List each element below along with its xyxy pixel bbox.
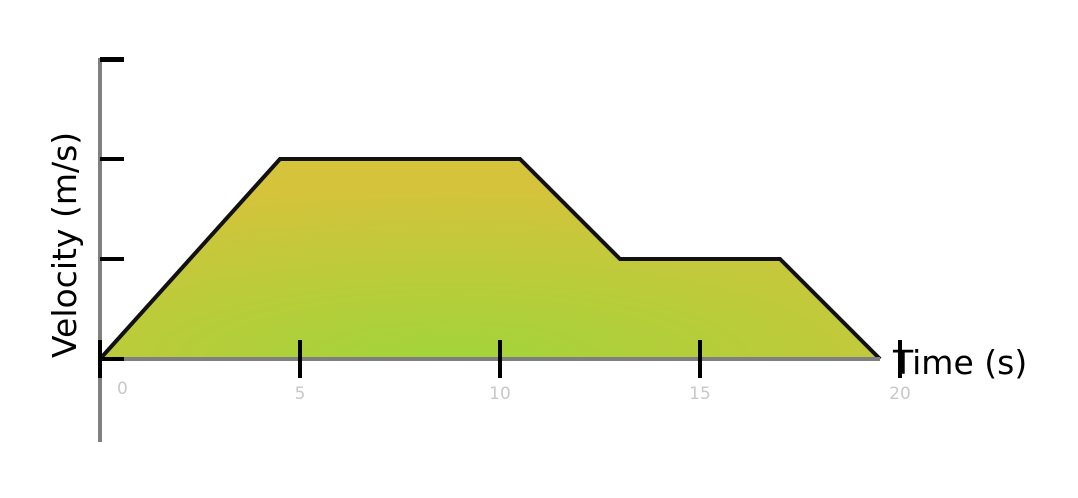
x-tick-label: 15 (689, 384, 711, 404)
x-tick-label: 5 (295, 384, 306, 404)
x-axis-title: Time (s) (892, 343, 1027, 382)
y-axis-ticks (100, 57, 124, 361)
x-axis-ticks (98, 340, 902, 378)
y-axis-title: Velocity (m/s) (45, 132, 84, 358)
x-tick-label: 10 (489, 384, 511, 404)
velocity-area-fill (100, 159, 880, 359)
velocity-series-line (98, 157, 882, 361)
x-tick-label: 0 (117, 379, 128, 399)
x-axis-tick-labels: 0 5 10 15 20 (117, 379, 911, 404)
x-tick-label: 20 (889, 384, 911, 404)
